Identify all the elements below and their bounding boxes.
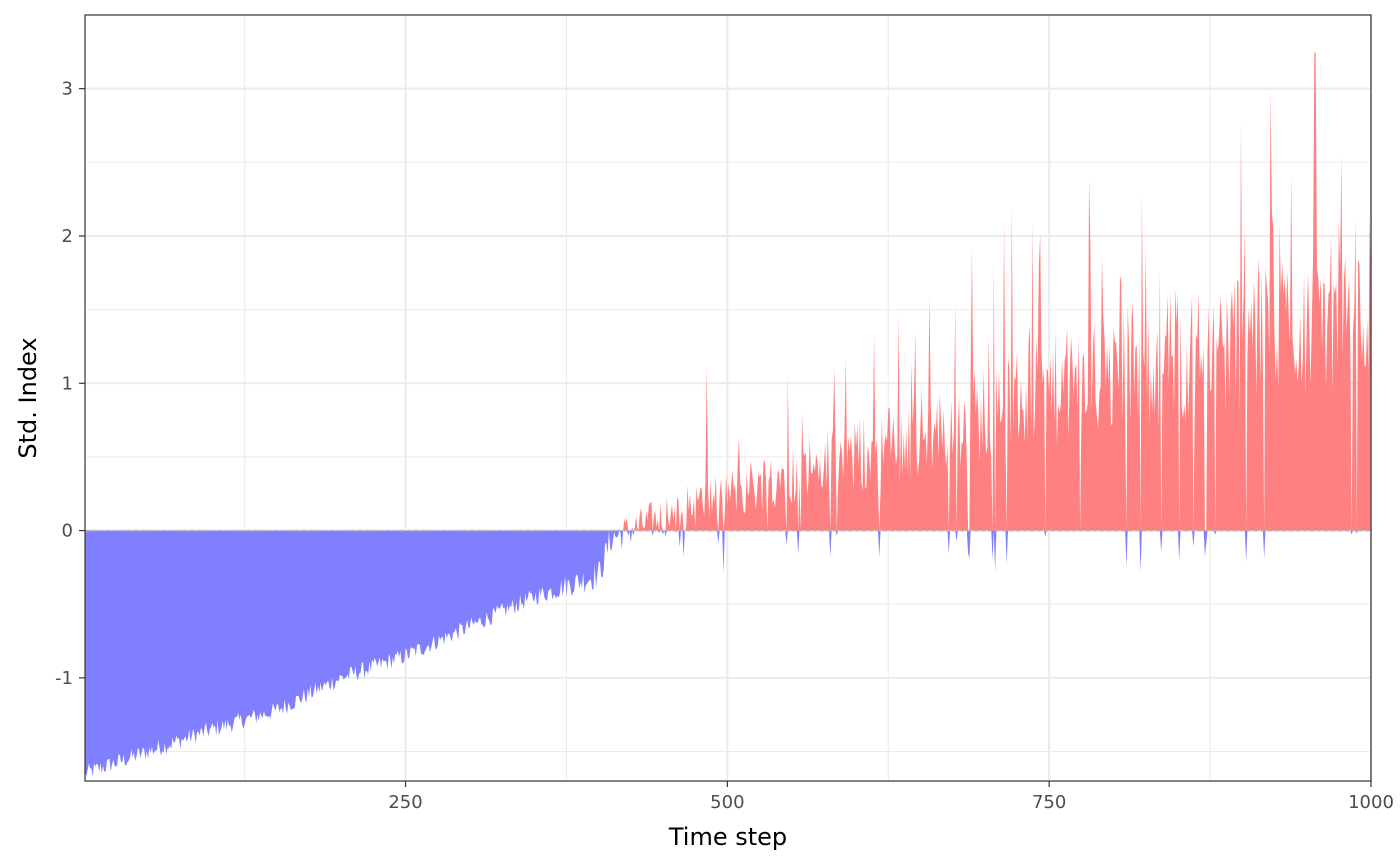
y-tick-label: 2 bbox=[62, 226, 73, 247]
x-axis-title: Time step bbox=[668, 823, 787, 851]
y-tick-label: 1 bbox=[62, 373, 73, 394]
x-tick-label: 500 bbox=[710, 792, 744, 813]
x-axis: 250 500 750 1000 bbox=[388, 781, 1394, 813]
area-series bbox=[85, 51, 1371, 777]
x-tick-label: 1000 bbox=[1348, 792, 1394, 813]
x-tick-label: 250 bbox=[388, 792, 422, 813]
panel-border bbox=[84, 14, 1372, 782]
x-tick-label: 750 bbox=[1032, 792, 1066, 813]
area-negative bbox=[85, 530, 1371, 777]
y-tick-label: -1 bbox=[55, 668, 73, 689]
y-tick-label: 0 bbox=[62, 521, 73, 542]
y-tick-label: 3 bbox=[62, 79, 73, 100]
y-axis: -1 0 1 2 3 bbox=[55, 79, 85, 689]
area-positive bbox=[85, 51, 1371, 531]
y-axis-title: Std. Index bbox=[14, 337, 42, 458]
